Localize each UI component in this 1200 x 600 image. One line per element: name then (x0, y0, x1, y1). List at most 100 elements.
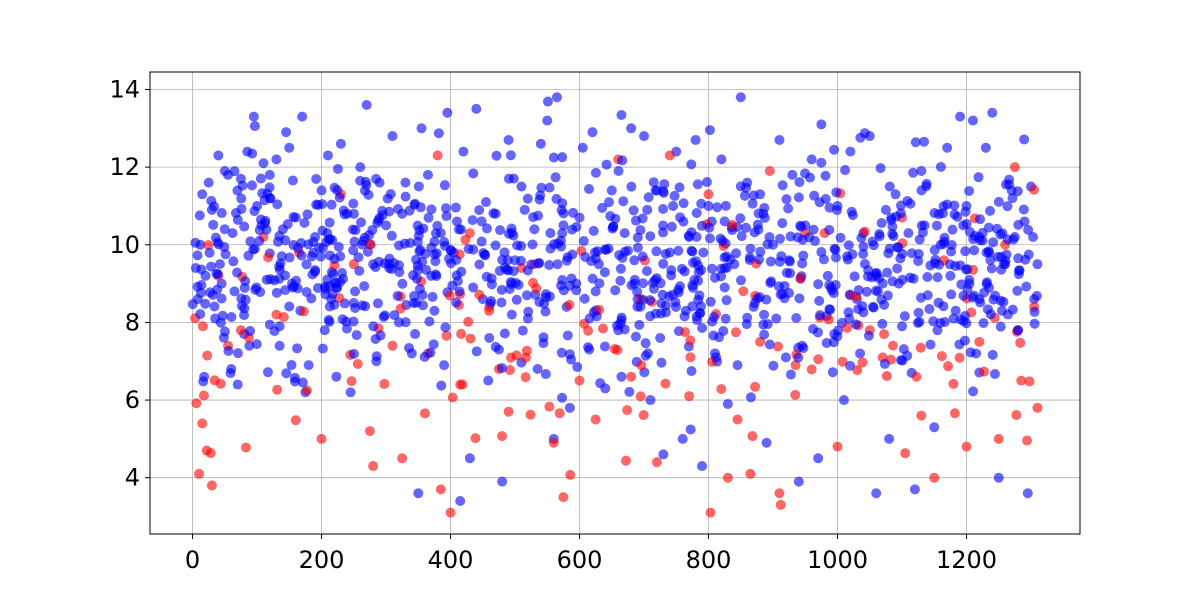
red-point (215, 378, 226, 389)
blue-point (194, 210, 205, 221)
blue-point (791, 312, 802, 323)
blue-point (348, 316, 359, 327)
blue-point (557, 392, 568, 403)
blue-point (481, 197, 492, 208)
plot-frame (149, 71, 1081, 535)
blue-point (871, 285, 882, 296)
blue-point (464, 453, 475, 464)
red-point (626, 371, 637, 382)
blue-point (768, 360, 779, 371)
blue-point (284, 252, 295, 263)
blue-point (669, 190, 680, 201)
blue-point (392, 204, 403, 215)
blue-point (239, 303, 250, 314)
blue-point (868, 302, 879, 313)
blue-point (288, 212, 299, 223)
blue-point (771, 313, 782, 324)
red-point (583, 325, 594, 336)
blue-point (1029, 306, 1040, 317)
blue-point (716, 263, 727, 274)
blue-point (385, 189, 396, 200)
red-point (745, 468, 756, 479)
red-point (879, 329, 890, 340)
blue-point (616, 371, 627, 382)
blue-point (814, 197, 825, 208)
blue-point (924, 304, 935, 315)
blue-point (397, 278, 408, 289)
blue-point (562, 330, 573, 341)
blue-point (216, 208, 227, 219)
blue-point (882, 267, 893, 278)
blue-point (969, 245, 980, 256)
blue-point (274, 340, 285, 351)
blue-point (961, 264, 972, 275)
blue-point (968, 386, 979, 397)
blue-point (798, 343, 809, 354)
blue-point (528, 212, 539, 223)
blue-point (610, 285, 621, 296)
blue-point (690, 134, 701, 145)
blue-point (251, 339, 262, 350)
blue-point (666, 265, 677, 276)
blue-point (1018, 204, 1029, 215)
blue-point (809, 190, 820, 201)
blue-point (605, 211, 616, 222)
blue-point (488, 208, 499, 219)
blue-point (297, 111, 308, 122)
blue-point (687, 301, 698, 312)
blue-point (548, 152, 559, 163)
blue-point (355, 162, 366, 173)
blue-point (685, 424, 696, 435)
blue-point (197, 189, 208, 200)
blue-point (400, 191, 411, 202)
blue-point (1012, 285, 1023, 296)
blue-point (853, 285, 864, 296)
blue-point (371, 351, 382, 362)
blue-point (281, 368, 292, 379)
blue-point (780, 352, 791, 363)
blue-point (580, 251, 591, 262)
blue-point (257, 188, 268, 199)
red-point (943, 361, 954, 372)
blue-point (491, 150, 502, 161)
blue-point (973, 172, 984, 183)
blue-point (1021, 281, 1032, 292)
blue-point (720, 200, 731, 211)
blue-point (414, 283, 425, 294)
blue-point (411, 273, 422, 284)
blue-point (931, 220, 942, 231)
blue-point (992, 251, 1003, 262)
blue-point (777, 288, 788, 299)
blue-point (876, 218, 887, 229)
blue-point (329, 299, 340, 310)
red-point (842, 322, 853, 333)
blue-point (240, 294, 251, 305)
blue-point (496, 284, 507, 295)
blue-point (828, 337, 839, 348)
blue-point (557, 198, 568, 209)
blue-point (961, 318, 972, 329)
blue-point (987, 349, 998, 360)
blue-point (958, 290, 969, 301)
blue-point (626, 181, 637, 192)
blue-point (735, 275, 746, 286)
red-point (790, 360, 801, 371)
blue-point (517, 325, 528, 336)
blue-point (982, 304, 993, 315)
blue-point (831, 187, 842, 198)
blue-point (673, 245, 684, 256)
blue-point (816, 247, 827, 258)
red-point (365, 239, 376, 250)
blue-point (324, 281, 335, 292)
blue-point (993, 472, 1004, 483)
blue-point (816, 157, 827, 168)
blue-point (1004, 179, 1015, 190)
blue-point (334, 192, 345, 203)
blue-point (618, 196, 629, 207)
blue-point (320, 289, 331, 300)
blue-point (897, 355, 908, 366)
blue-point (775, 233, 786, 244)
blue-point (540, 306, 551, 317)
blue-point (203, 177, 214, 188)
blue-point (830, 252, 841, 263)
